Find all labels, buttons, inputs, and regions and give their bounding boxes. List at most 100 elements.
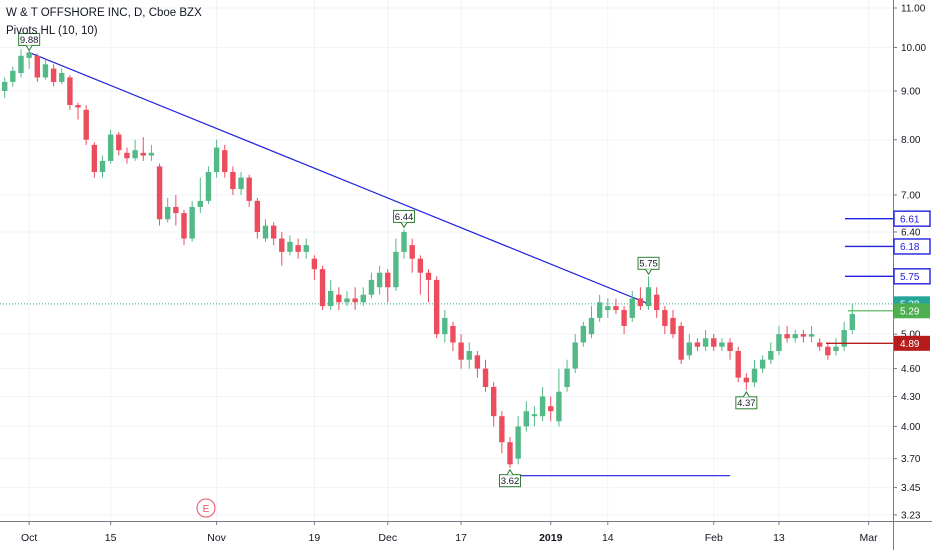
candle-up[interactable]: [808, 325, 815, 343]
candle-up[interactable]: [328, 279, 334, 311]
candle-up[interactable]: [588, 306, 595, 339]
candle-down[interactable]: [230, 166, 236, 195]
candle-up[interactable]: [572, 334, 578, 374]
candle-up[interactable]: [849, 303, 855, 335]
candle-up[interactable]: [531, 406, 538, 427]
candle-up[interactable]: [360, 287, 366, 307]
time-axis[interactable]: Oct 15 Nov 19 Dec 17 2019 14 Feb 13 Mar: [21, 521, 878, 544]
candle-up[interactable]: [10, 66, 16, 87]
candle-down[interactable]: [507, 436, 513, 468]
candle-down[interactable]: [67, 75, 73, 110]
candle-down[interactable]: [181, 209, 187, 246]
candle-up[interactable]: [702, 330, 709, 352]
candle-down[interactable]: [433, 276, 440, 339]
pivot-high-label[interactable]: 5.75: [637, 256, 660, 276]
candle-down[interactable]: [678, 321, 684, 365]
candle-up[interactable]: [466, 342, 472, 369]
candle-up[interactable]: [107, 129, 114, 164]
candle-up[interactable]: [686, 334, 692, 360]
candle-down[interactable]: [499, 411, 505, 454]
candle-down[interactable]: [784, 325, 790, 343]
candle-down[interactable]: [409, 238, 415, 273]
candle-down[interactable]: [482, 359, 489, 392]
candle-up[interactable]: [833, 338, 839, 356]
candle-up[interactable]: [262, 219, 269, 242]
candle-down[interactable]: [417, 255, 424, 295]
candle-up[interactable]: [189, 200, 195, 242]
candle-down[interactable]: [91, 142, 98, 178]
candle-down[interactable]: [670, 310, 676, 339]
candle-up[interactable]: [841, 321, 847, 352]
candle-up[interactable]: [2, 77, 8, 98]
trendline[interactable]: [28, 51, 649, 305]
candle-down[interactable]: [548, 396, 554, 422]
candle-up[interactable]: [303, 238, 309, 259]
candle-down[interactable]: [270, 222, 277, 246]
candle-down[interactable]: [75, 102, 81, 120]
candle-up[interactable]: [645, 276, 652, 311]
candle-up[interactable]: [792, 330, 798, 343]
candle-down[interactable]: [474, 351, 481, 378]
earnings-marker[interactable]: E: [196, 498, 216, 518]
candle-down[interactable]: [727, 338, 733, 360]
candle-down[interactable]: [450, 321, 456, 352]
candle-up[interactable]: [564, 359, 570, 392]
candle-down[interactable]: [116, 132, 122, 156]
candle-down[interactable]: [662, 306, 668, 335]
candle-up[interactable]: [719, 338, 725, 352]
candle-down[interactable]: [156, 163, 163, 226]
candle-up[interactable]: [59, 68, 65, 85]
candle-up[interactable]: [18, 49, 24, 78]
candle-up[interactable]: [238, 171, 244, 195]
candle-down[interactable]: [254, 197, 261, 239]
candle-down[interactable]: [34, 53, 40, 82]
candle-up[interactable]: [376, 265, 383, 295]
candle-up[interactable]: [759, 355, 766, 374]
candle-down[interactable]: [491, 382, 497, 427]
candle-up[interactable]: [213, 139, 220, 178]
candle-up[interactable]: [401, 229, 407, 259]
candle-down[interactable]: [425, 269, 432, 303]
candle-up[interactable]: [205, 166, 212, 204]
candle-down[interactable]: [385, 269, 391, 303]
candle-down[interactable]: [743, 373, 750, 390]
candle-up[interactable]: [768, 342, 774, 365]
candle-down[interactable]: [295, 238, 301, 259]
candle-up[interactable]: [197, 177, 203, 214]
candle-down[interactable]: [621, 306, 627, 335]
candle-down[interactable]: [319, 265, 326, 311]
candle-up[interactable]: [165, 197, 171, 223]
candle-up[interactable]: [99, 155, 106, 178]
candle-down[interactable]: [336, 287, 342, 311]
candle-down[interactable]: [817, 338, 823, 352]
candle-up[interactable]: [393, 238, 399, 291]
candle-down[interactable]: [711, 334, 717, 352]
candle-down[interactable]: [246, 174, 252, 207]
candle-down[interactable]: [654, 287, 660, 318]
pivot-high-label[interactable]: 9.88: [18, 32, 41, 52]
candle-up[interactable]: [523, 401, 529, 432]
candle-up[interactable]: [287, 235, 293, 256]
candle-up[interactable]: [344, 290, 350, 307]
candle-up[interactable]: [442, 310, 448, 343]
candle-up[interactable]: [148, 144, 155, 161]
candle-down[interactable]: [311, 255, 318, 280]
candle-up[interactable]: [605, 298, 611, 318]
candle-down[interactable]: [140, 137, 146, 161]
candle-up[interactable]: [751, 359, 758, 387]
candle-up[interactable]: [539, 386, 546, 422]
pivot-low-label[interactable]: 4.37: [735, 390, 758, 410]
price-axis[interactable]: 11.00 10.00 9.00 8.00 7.00 6.40 5.00 4.60 4.30 4.…: [893, 4, 926, 522]
candle-up[interactable]: [776, 325, 782, 356]
candle-down[interactable]: [800, 330, 807, 343]
candle-up[interactable]: [515, 416, 521, 465]
candle-down[interactable]: [50, 64, 57, 87]
candle-up[interactable]: [42, 60, 49, 80]
candle-up[interactable]: [556, 368, 562, 427]
candle-down[interactable]: [173, 194, 179, 226]
candle-down[interactable]: [83, 105, 89, 145]
candle-up[interactable]: [368, 272, 375, 299]
candle-down[interactable]: [825, 342, 831, 360]
candle-up[interactable]: [132, 139, 138, 161]
